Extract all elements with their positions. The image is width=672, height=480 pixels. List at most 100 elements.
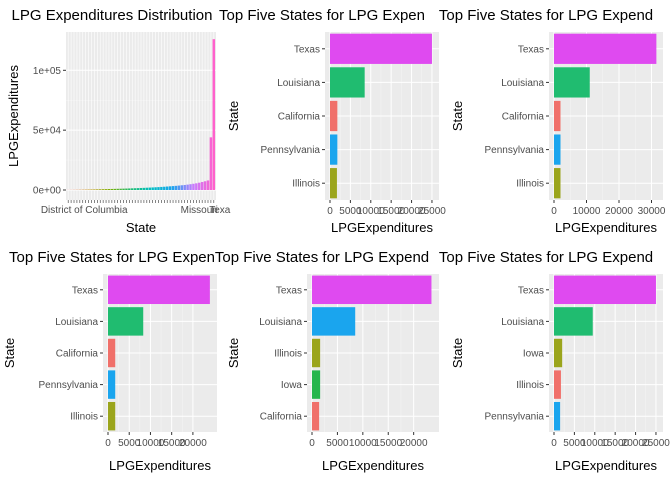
- x-tick-label: 30000: [638, 206, 666, 217]
- bar: [554, 33, 657, 64]
- x-tick-label: 10000: [357, 206, 385, 217]
- x-tick-label: 10000: [349, 438, 377, 449]
- bar: [209, 137, 213, 190]
- distribution-panel: 0e+00 5e+04 1e+05 District of Columbia Misso…: [6, 7, 231, 235]
- y-axis-label: State: [450, 101, 465, 131]
- bar: [195, 183, 198, 190]
- x-tick-label: 5000: [563, 438, 586, 449]
- bar: [312, 401, 320, 431]
- x-tick-label: 15000: [158, 438, 186, 449]
- chart-title: Top Five States for LPG Expend: [439, 7, 653, 24]
- bar: [119, 188, 122, 190]
- bar: [203, 181, 207, 190]
- bar: [312, 338, 321, 368]
- x-axis-label: LPGExpenditures: [322, 458, 424, 473]
- y-tick-label: Illinois: [516, 179, 544, 190]
- y-tick-label: California: [278, 112, 321, 123]
- y-tick-label: 0e+00: [33, 186, 62, 197]
- y-tick-label: Iowa: [523, 349, 545, 360]
- y-tick-label: Illinois: [516, 380, 544, 391]
- x-tick-label: 20000: [400, 438, 428, 449]
- bar: [165, 186, 169, 190]
- y-tick-label: Texas: [294, 44, 320, 55]
- x-tick-label: 25000: [418, 206, 446, 217]
- y-tick-label: Pennsylvania: [485, 412, 545, 423]
- bar: [554, 134, 561, 165]
- bar: [142, 187, 146, 190]
- y-axis-label: LPGExpenditures: [6, 65, 21, 167]
- bar: [312, 275, 432, 305]
- x-tick-label: 5000: [118, 438, 141, 449]
- x-axis-label: LPGExpenditures: [109, 458, 211, 473]
- bar: [554, 307, 593, 336]
- bar: [133, 188, 137, 190]
- bar: [200, 181, 204, 190]
- bar: [186, 184, 189, 190]
- y-axis-label: State: [226, 101, 241, 131]
- bar: [330, 168, 337, 199]
- bar: [107, 189, 111, 190]
- y-axis-label: State: [450, 338, 465, 368]
- y-tick-label: 1e+05: [33, 66, 62, 77]
- y-tick-label: Texas: [276, 285, 302, 296]
- bar: [113, 188, 117, 190]
- x-tick-label: 0: [327, 206, 333, 217]
- bar: [148, 187, 151, 190]
- y-tick-label: Louisiana: [501, 78, 544, 89]
- y-tick-label: Pennsylvania: [261, 145, 321, 156]
- bar: [177, 185, 181, 190]
- bar: [330, 33, 432, 64]
- bar: [125, 188, 128, 190]
- x-axis-label: State: [126, 220, 156, 235]
- bar: [189, 184, 192, 190]
- x-tick-label: 10000: [573, 206, 601, 217]
- bar: [554, 370, 561, 399]
- y-tick-label: Louisiana: [277, 78, 320, 89]
- y-tick-label: Louisiana: [501, 317, 544, 328]
- bar: [163, 186, 166, 190]
- x-tick-label: 20000: [398, 206, 426, 217]
- bar: [157, 187, 160, 190]
- y-tick-label: Iowa: [281, 380, 303, 391]
- x-tick-label: 20000: [179, 438, 207, 449]
- bar: [108, 275, 210, 305]
- bar: [110, 188, 114, 190]
- chart-title: Top Five States for LPG Expen: [9, 249, 215, 266]
- y-tick-label: California: [56, 349, 99, 360]
- bar: [108, 401, 116, 431]
- bar: [192, 183, 195, 190]
- bar: [128, 188, 131, 190]
- x-axis-label: LPGExpenditures: [555, 220, 657, 235]
- bar: [136, 188, 140, 190]
- bar: [131, 188, 134, 190]
- x-tick-label: 0: [105, 438, 111, 449]
- bar: [145, 187, 149, 190]
- x-tick-label: 0: [309, 438, 315, 449]
- bar: [554, 67, 590, 98]
- bar: [554, 100, 561, 132]
- bar: [93, 189, 96, 190]
- chart-title: LPG Expenditures Distribution: [12, 7, 213, 24]
- bar: [330, 67, 365, 98]
- bar: [206, 180, 210, 190]
- y-tick-label: 5e+04: [33, 126, 62, 137]
- y-tick-label: Illinois: [292, 179, 320, 190]
- bar: [554, 168, 561, 199]
- y-tick-label: Louisiana: [55, 317, 98, 328]
- y-tick-label: Texas: [518, 285, 544, 296]
- bar: [554, 275, 656, 305]
- x-tick-label: 15000: [377, 206, 405, 217]
- bar: [212, 39, 216, 190]
- bar: [151, 187, 154, 190]
- bar: [116, 188, 119, 190]
- bar: [122, 188, 125, 190]
- y-tick-label: Illinois: [70, 412, 98, 423]
- x-tick-label: 25000: [642, 438, 670, 449]
- bar: [104, 189, 108, 190]
- bar: [108, 338, 116, 368]
